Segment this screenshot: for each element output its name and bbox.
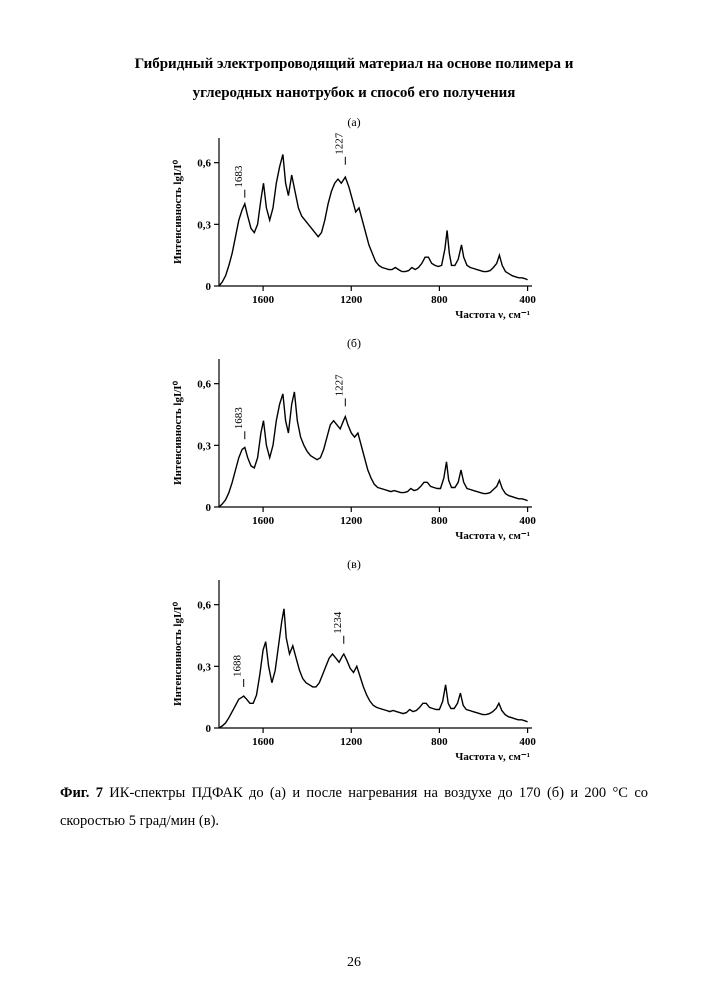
- svg-text:0,3: 0,3: [197, 219, 211, 231]
- svg-text:1227: 1227: [333, 374, 345, 397]
- panel-label: (в): [164, 557, 544, 572]
- title-line-2: углеродных нанотрубок и способ его получ…: [60, 79, 648, 108]
- panel-label: (б): [164, 336, 544, 351]
- svg-text:400: 400: [519, 736, 536, 748]
- spectrum-line: [219, 609, 528, 728]
- svg-text:Частота ν, см⁻¹: Частота ν, см⁻¹: [455, 751, 530, 763]
- svg-text:0,3: 0,3: [197, 440, 211, 452]
- spectrum-chart-v: (в) 1600 1200 800 400 0 0,3 0,6 Частота ν, см⁻¹ И…: [164, 557, 544, 764]
- svg-text:1600: 1600: [252, 736, 275, 748]
- svg-text:0,3: 0,3: [197, 661, 211, 673]
- svg-text:0,6: 0,6: [197, 379, 211, 391]
- svg-text:1200: 1200: [340, 515, 363, 527]
- svg-text:800: 800: [431, 515, 448, 527]
- svg-text:0: 0: [206, 502, 212, 514]
- spectrum-line: [219, 154, 528, 286]
- spectrum-chart-b: (б) 1600 1200 800 400 0 0,3 0,6 Частота ν, см⁻¹ И…: [164, 336, 544, 543]
- title-line-1: Гибридный электропроводящий материал на …: [60, 50, 648, 79]
- svg-text:0,6: 0,6: [197, 158, 211, 170]
- svg-text:1200: 1200: [340, 736, 363, 748]
- svg-text:0: 0: [206, 281, 212, 293]
- svg-text:800: 800: [431, 294, 448, 306]
- svg-text:0: 0: [206, 723, 212, 735]
- svg-text:400: 400: [519, 294, 536, 306]
- svg-text:Интенсивность lgI/I⁰: Интенсивность lgI/I⁰: [172, 159, 184, 264]
- svg-text:1234: 1234: [332, 611, 344, 634]
- svg-text:Частота ν, см⁻¹: Частота ν, см⁻¹: [455, 309, 530, 321]
- svg-text:1600: 1600: [252, 515, 275, 527]
- svg-text:Интенсивность lgI/I⁰: Интенсивность lgI/I⁰: [172, 601, 184, 706]
- caption-text: ИК-спектры ПДФАК до (а) и после нагреван…: [60, 785, 648, 829]
- page-title: Гибридный электропроводящий материал на …: [60, 50, 648, 107]
- spectrum-line: [219, 392, 528, 507]
- page-number: 26: [0, 955, 708, 971]
- charts-container: (а) 1600 1200 800 400 0 0,3 0,6 Частота ν, см⁻¹ И…: [60, 115, 648, 764]
- spectrum-svg: 1600 1200 800 400 0 0,3 0,6 Частота ν, см⁻¹ Инте…: [164, 574, 544, 764]
- caption-fignum: Фиг. 7: [60, 785, 103, 801]
- svg-text:400: 400: [519, 515, 536, 527]
- svg-text:1688: 1688: [232, 654, 244, 677]
- spectrum-svg: 1600 1200 800 400 0 0,3 0,6 Частота ν, см⁻¹ Инте…: [164, 132, 544, 322]
- svg-text:1683: 1683: [233, 165, 245, 188]
- spectrum-svg: 1600 1200 800 400 0 0,3 0,6 Частота ν, см⁻¹ Инте…: [164, 353, 544, 543]
- spectrum-chart-a: (а) 1600 1200 800 400 0 0,3 0,6 Частота ν, см⁻¹ И…: [164, 115, 544, 322]
- svg-text:1683: 1683: [233, 407, 245, 430]
- panel-label: (а): [164, 115, 544, 130]
- figure-caption: Фиг. 7 ИК-спектры ПДФАК до (а) и после н…: [60, 780, 648, 835]
- svg-text:Интенсивность lgI/I⁰: Интенсивность lgI/I⁰: [172, 380, 184, 485]
- svg-text:0,6: 0,6: [197, 600, 211, 612]
- svg-text:Частота ν, см⁻¹: Частота ν, см⁻¹: [455, 530, 530, 542]
- svg-text:1227: 1227: [333, 132, 345, 155]
- svg-text:1200: 1200: [340, 294, 363, 306]
- svg-text:1600: 1600: [252, 294, 275, 306]
- svg-text:800: 800: [431, 736, 448, 748]
